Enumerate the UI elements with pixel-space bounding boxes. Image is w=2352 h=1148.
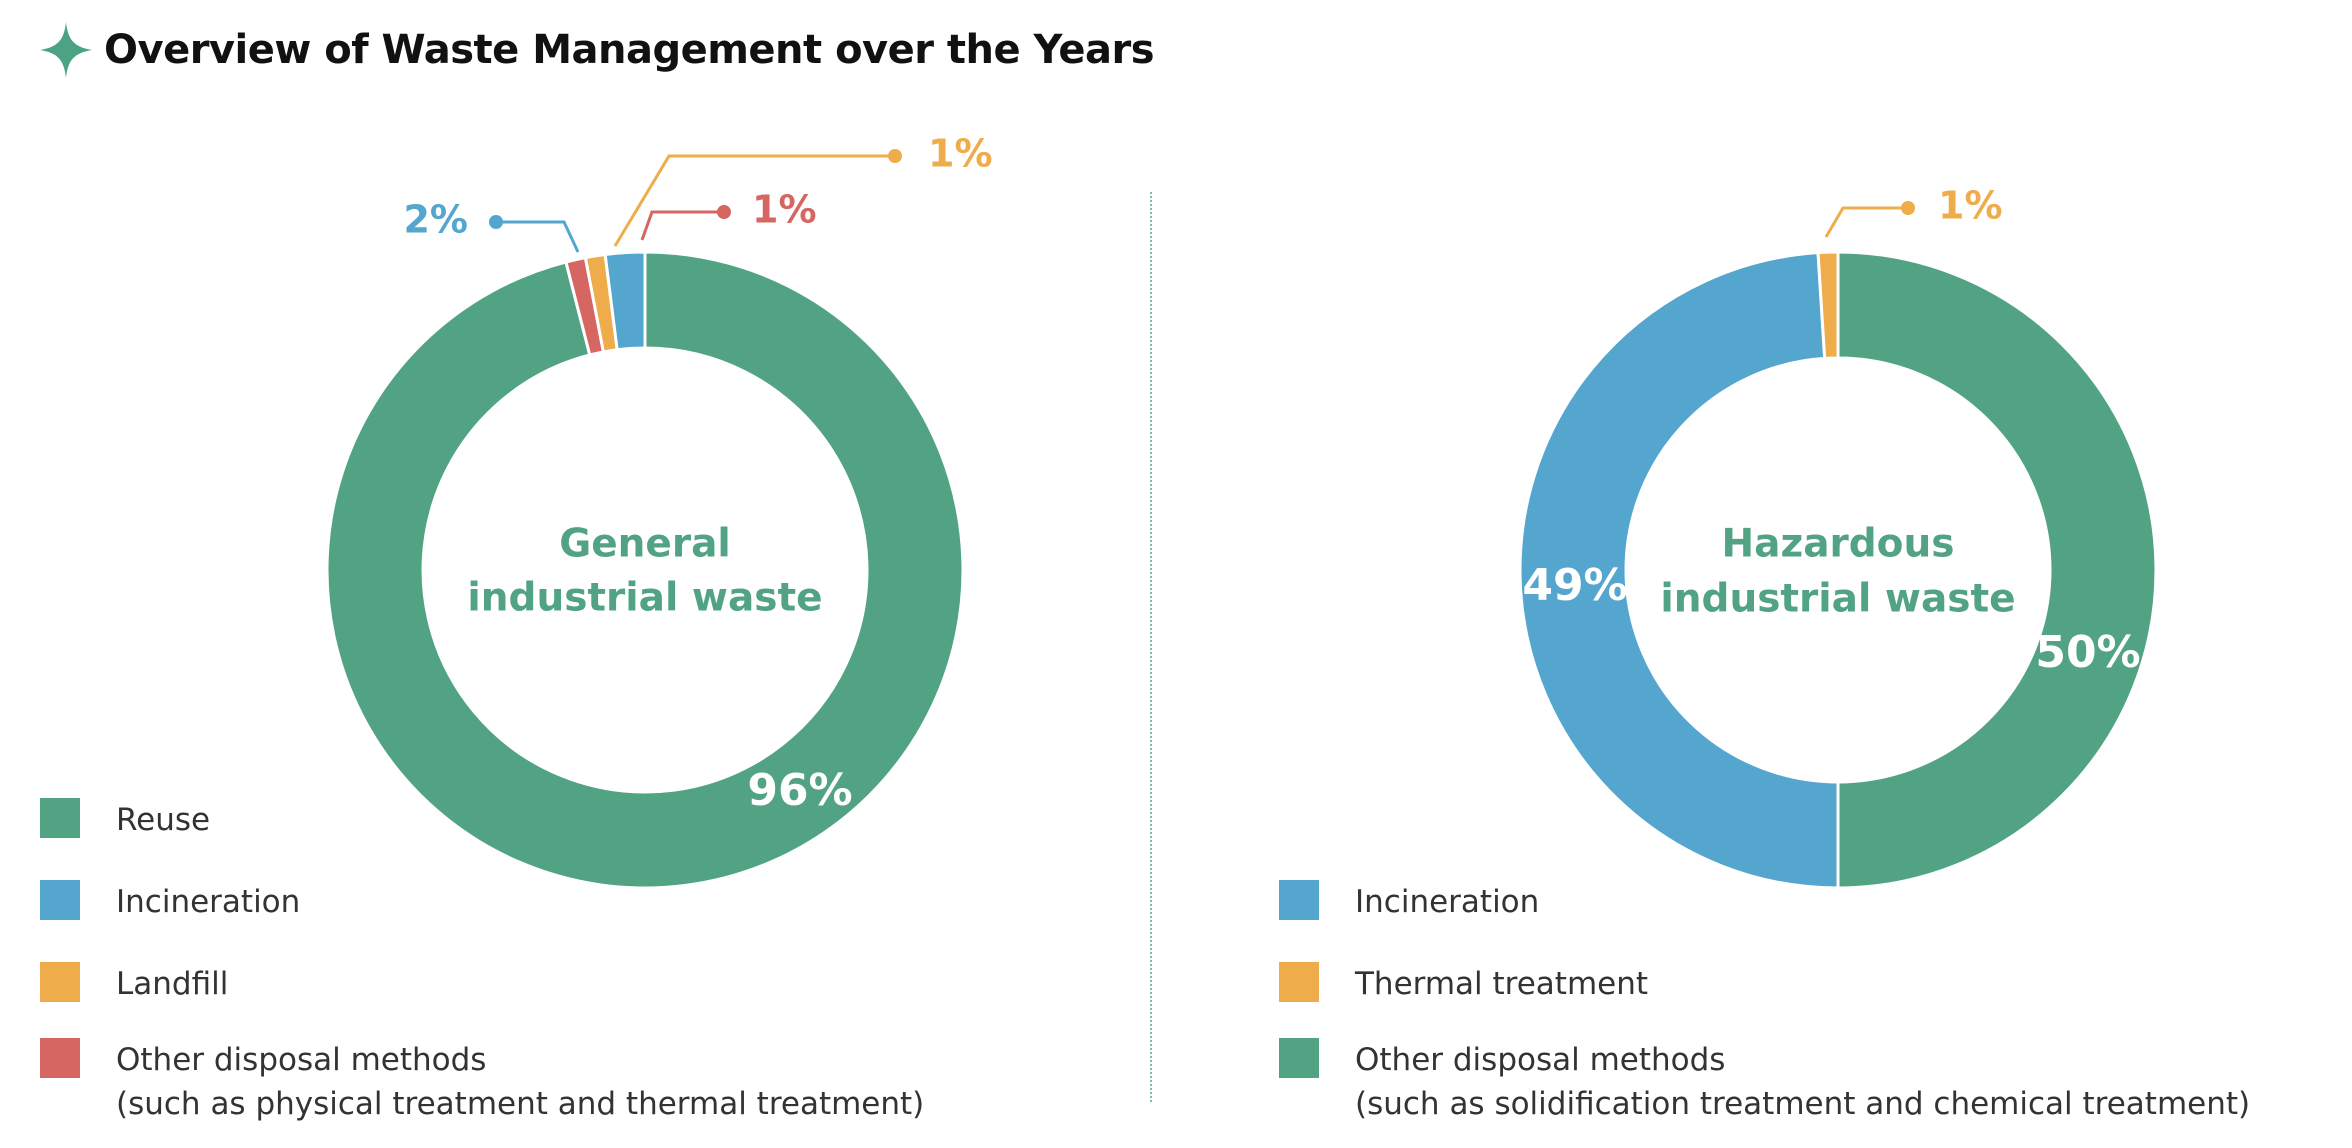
hazardous-label-other-disposal-methods: 50%	[2035, 627, 2140, 678]
general-center-title-line-1: General	[559, 522, 731, 567]
legend-label-text: Incineration	[116, 884, 301, 920]
legend-swatch	[1279, 1038, 1319, 1078]
legend-swatch	[40, 798, 80, 838]
general-legend-item-incineration: Incineration	[40, 880, 300, 924]
hazardous-slice-thermal-treatment	[1816, 250, 1840, 361]
legend-label: Other disposal methods (such as solidific…	[1355, 1038, 2250, 1126]
general-callout-landfill: 1%	[928, 132, 993, 176]
legend-swatch	[1279, 962, 1319, 1002]
legend-label: Thermal treatment	[1355, 962, 1648, 1006]
legend-swatch	[40, 1038, 80, 1078]
legend-label: Other disposal methods (such as physical …	[116, 1038, 924, 1126]
legend-label-text: Landfill	[116, 966, 229, 1002]
general-label-reuse: 96%	[747, 765, 852, 816]
legend-label: Reuse	[116, 798, 210, 842]
legend-label: Landfill	[116, 962, 228, 1006]
legend-label-detail: (such as solidification treatment and ch…	[1355, 1086, 2251, 1122]
hazardous-center-title-line-2: industrial waste	[1660, 577, 2015, 622]
legend-swatch	[1279, 880, 1319, 920]
general-leader-dot-other-disposal-methods	[717, 205, 731, 219]
hazardous-legend-item-other-disposal-methods: Other disposal methods (such as solidific…	[1279, 1038, 2250, 1126]
hazardous-callout-thermal-treatment: 1%	[1938, 184, 2003, 228]
hazardous-label-incineration: 49%	[1522, 560, 1627, 611]
general-slice-incineration	[603, 250, 647, 352]
hazardous-center-title-line-1: Hazardous	[1722, 522, 1955, 567]
general-legend-item-other-disposal-methods: Other disposal methods (such as physical …	[40, 1038, 924, 1126]
general-leader-other-disposal-methods	[640, 210, 724, 241]
sparkle-star-icon	[40, 22, 92, 78]
legend-label-text: Incineration	[1355, 884, 1540, 920]
general-leader-landfill	[613, 154, 895, 247]
hazardous-slice-other-disposal-methods	[1836, 250, 2158, 890]
general-legend-item-landfill: Landfill	[40, 962, 228, 1006]
hazardous-leader-thermal-treatment	[1824, 206, 1908, 238]
general-callout-other-disposal-methods: 1%	[752, 188, 817, 232]
legend-label-detail: (such as physical treatment and thermal …	[116, 1086, 925, 1122]
general-leader-dot-landfill	[888, 149, 902, 163]
legend-label: Incineration	[116, 880, 300, 924]
general-leader-dot-incineration	[489, 215, 503, 229]
hazardous-slice-incineration	[1518, 251, 1840, 890]
general-callout-incineration: 2%	[403, 198, 468, 242]
legend-label-text: Thermal treatment	[1355, 966, 1649, 1002]
legend-swatch	[40, 962, 80, 1002]
general-slice-reuse	[325, 250, 965, 890]
general-center-title-line-2: industrial waste	[467, 576, 822, 621]
page-title: Overview of Waste Management over the Ye…	[104, 27, 1155, 73]
legend-label-text: Other disposal methods	[1355, 1042, 1726, 1078]
hazardous-legend-item-thermal-treatment: Thermal treatment	[1279, 962, 1648, 1006]
chart-header: Overview of Waste Management over the Ye…	[40, 18, 1155, 82]
general-waste-donut: 96% 2% 1% 1% General industrial waste	[325, 132, 993, 890]
chart-divider	[1150, 192, 1152, 1102]
hazardous-waste-donut: 50% 49% 1% Hazardous industrial waste	[1518, 184, 2158, 890]
hazardous-leader-dot-thermal-treatment	[1901, 201, 1915, 215]
legend-label-text: Reuse	[116, 802, 211, 838]
general-legend-item-reuse: Reuse	[40, 798, 210, 842]
legend-label: Incineration	[1355, 880, 1539, 924]
general-leader-incineration	[496, 220, 580, 253]
legend-swatch	[40, 880, 80, 920]
hazardous-legend-item-incineration: Incineration	[1279, 880, 1539, 924]
legend-label-text: Other disposal methods	[116, 1042, 487, 1078]
